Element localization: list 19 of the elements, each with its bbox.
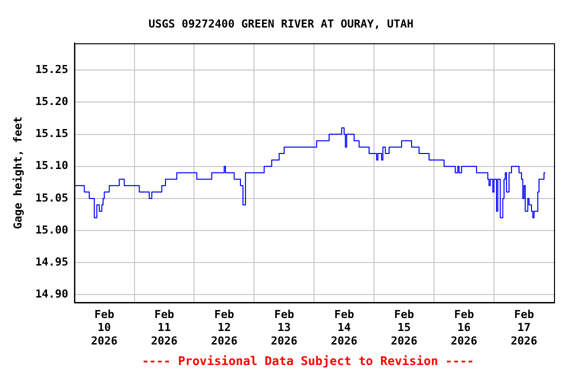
x-tick-label: Feb 13 2026 xyxy=(270,308,298,348)
y-axis-title: Gage height, feet xyxy=(11,116,24,230)
x-tick-label: Feb 10 2026 xyxy=(91,308,118,348)
x-tick-label: Feb 15 2026 xyxy=(390,308,418,348)
y-tick-label: 15.25 xyxy=(35,63,68,76)
y-tick-label: 15.15 xyxy=(35,127,68,140)
y-tick-label: 15.20 xyxy=(35,95,68,108)
x-tick-label: Feb 16 2026 xyxy=(450,308,478,348)
y-tick-label: 14.90 xyxy=(35,288,68,301)
x-tick-label: Feb 11 2026 xyxy=(151,308,178,348)
y-tick-label: 14.95 xyxy=(35,255,68,268)
y-tick-label: 15.10 xyxy=(35,159,68,172)
x-tick-label: Feb 14 2026 xyxy=(330,308,358,348)
y-tick-label: 15.05 xyxy=(35,191,68,204)
text: ---- Provisional Data Subject to Revision ---- xyxy=(140,354,476,368)
x-tick-label: Feb 17 2026 xyxy=(510,308,538,348)
y-tick-label: 15.00 xyxy=(35,223,68,236)
x-tick-label: Feb 12 2026 xyxy=(210,308,238,348)
chart-title: USGS 09272400 GREEN RIVER AT OURAY, UTAH xyxy=(148,17,414,30)
